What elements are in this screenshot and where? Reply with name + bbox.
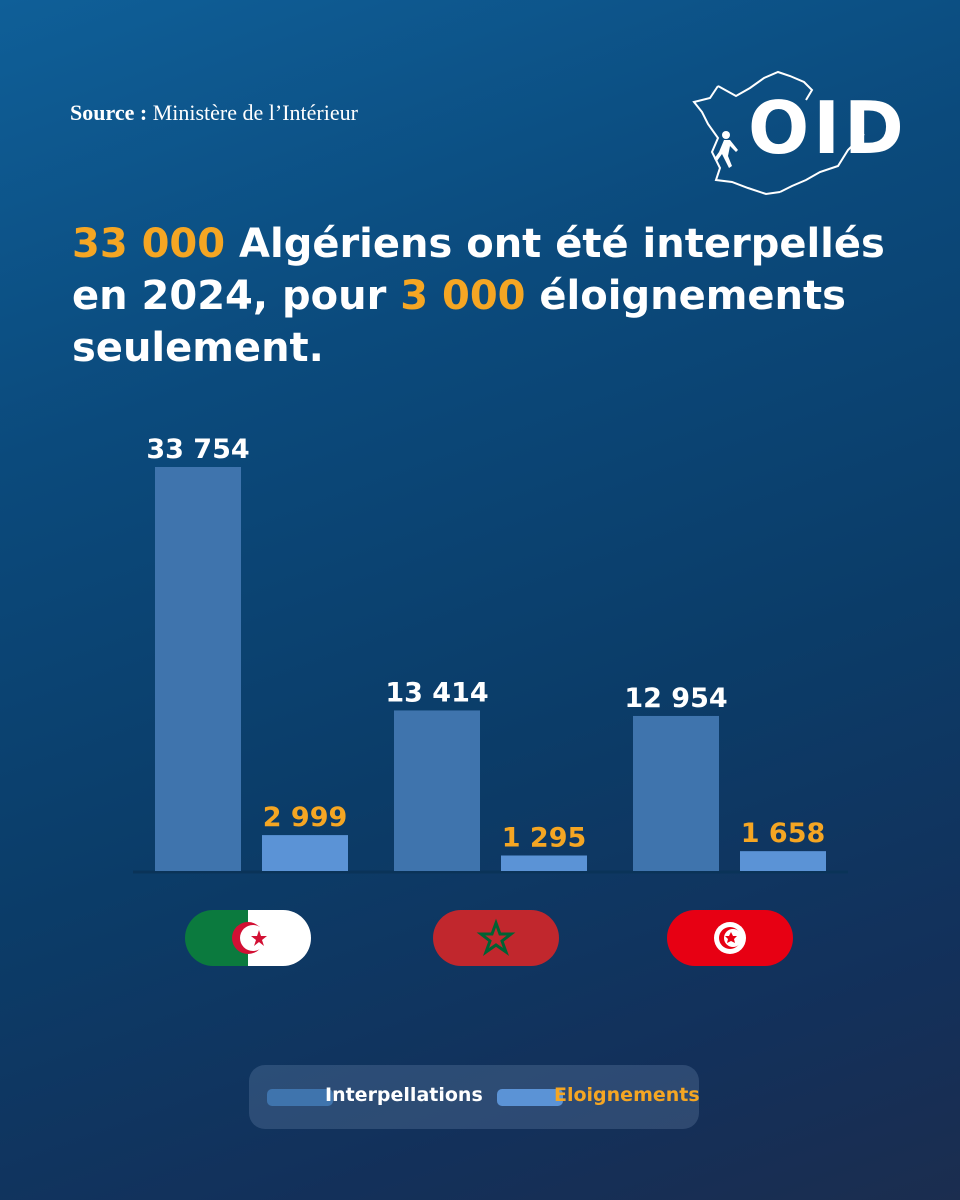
chart-legend: Interpellations Eloignements — [249, 1065, 700, 1129]
legend-swatch-eloignements — [497, 1089, 563, 1106]
bar-interpellations-2 — [633, 715, 719, 871]
data-label-eloignements-2: 1 658 — [741, 818, 826, 849]
legend-label-eloignements: Eloignements — [554, 1084, 700, 1106]
source-line: Source : Ministère de l’Intérieur — [70, 100, 358, 126]
bar-interpellations-0 — [155, 467, 241, 871]
data-label-eloignements-1: 1 295 — [502, 823, 587, 854]
headline-text-1: Algériens ont été interpellés en 2024, p… — [72, 221, 885, 319]
headline-text-2: éloignements seulement. — [72, 273, 846, 371]
data-label-eloignements-0: 2 999 — [263, 802, 348, 833]
data-label-interpellations-2: 12 954 — [624, 683, 727, 714]
logo-text: OID — [748, 86, 908, 170]
data-label-interpellations-1: 13 414 — [385, 677, 488, 708]
algeria-flag-icon — [185, 910, 311, 966]
bar-eloignements-1 — [501, 855, 587, 871]
bar-interpellations-1 — [394, 710, 480, 871]
legend-label-interpellations: Interpellations — [325, 1084, 483, 1106]
data-label-interpellations-0: 33 754 — [146, 434, 249, 465]
france-map-icon — [692, 70, 865, 196]
morocco-flag-icon — [433, 910, 559, 966]
source-label: Source : — [70, 100, 148, 125]
bar-eloignements-2 — [740, 851, 826, 871]
bar-eloignements-0 — [262, 835, 348, 871]
legend-swatch-interpellations — [267, 1089, 333, 1106]
headline-number-1: 33 000 — [72, 221, 226, 267]
headline-number-2: 3 000 — [400, 273, 526, 319]
source-value: Ministère de l’Intérieur — [152, 100, 358, 125]
tunisia-flag-icon — [667, 910, 793, 966]
headline: 33 000 Algériens ont été interpellés en … — [72, 218, 912, 374]
